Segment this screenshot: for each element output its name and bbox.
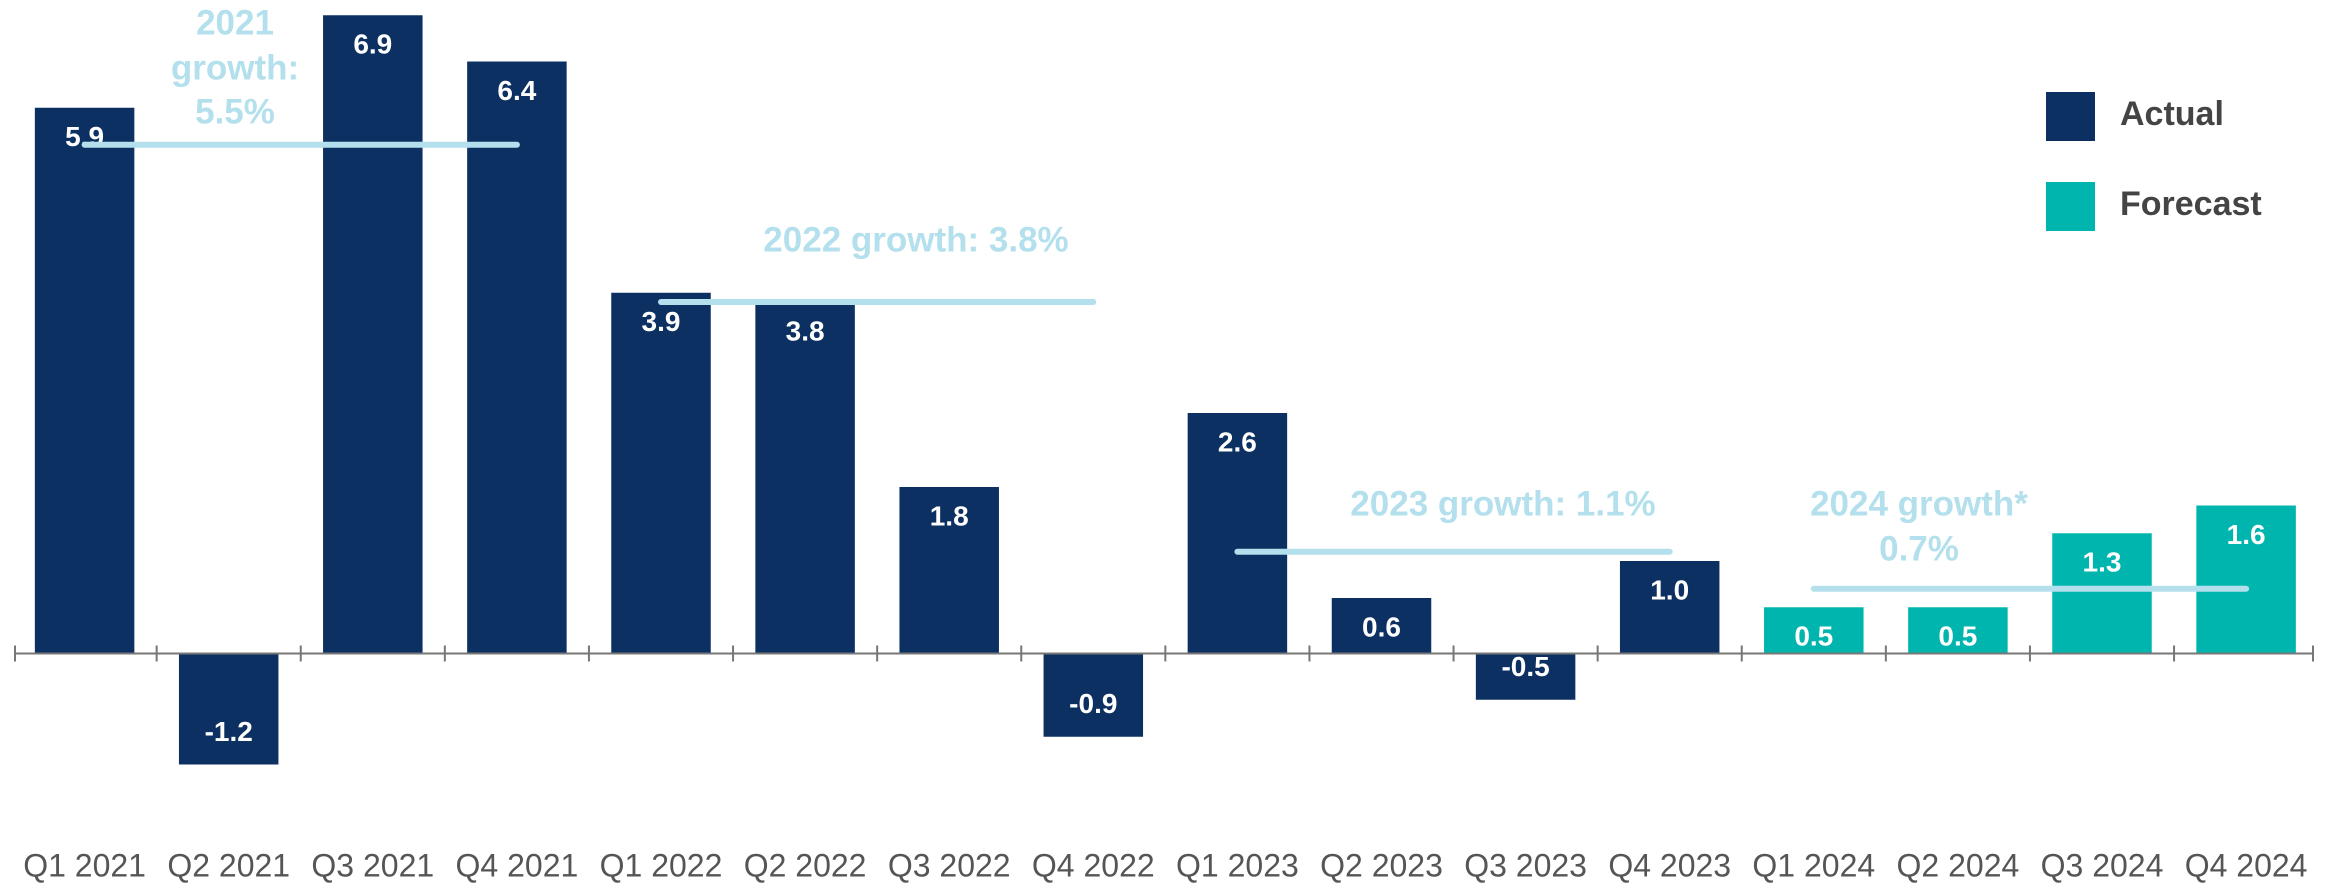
- x-tick-label: Q3 2022: [888, 847, 1011, 883]
- legend-swatch: [2046, 182, 2095, 231]
- x-tick-label: Q1 2021: [23, 847, 146, 883]
- bar: [178, 653, 279, 765]
- bar: [611, 292, 711, 654]
- legend-swatch: [2046, 92, 2095, 141]
- bar: [1043, 653, 1144, 737]
- bar: [1187, 413, 1288, 654]
- bar: [899, 487, 999, 654]
- data-label: 1.0: [1650, 574, 1689, 605]
- data-label: 0.5: [1938, 621, 1977, 652]
- x-tick-label: Q4 2021: [456, 847, 579, 883]
- growth-annotation: growth:: [171, 48, 299, 87]
- bar: [1475, 653, 1576, 700]
- bar: [1331, 598, 1432, 654]
- bar: [34, 107, 135, 654]
- legend-label: Forecast: [2120, 185, 2262, 223]
- bar: [2052, 533, 2152, 654]
- x-tick-label: Q2 2022: [744, 847, 867, 883]
- x-tick-label: Q4 2022: [1032, 847, 1155, 883]
- x-tick-label: Q3 2021: [311, 847, 434, 883]
- x-tick-label: Q4 2024: [2185, 847, 2308, 883]
- bar: [1764, 607, 1864, 654]
- data-label: 6.9: [353, 29, 392, 60]
- data-label: 1.8: [930, 500, 969, 531]
- bar: [323, 15, 423, 654]
- data-label: 1.3: [2083, 547, 2122, 578]
- data-label: 6.4: [497, 75, 536, 106]
- data-label: 2.6: [1218, 426, 1257, 457]
- x-tick-label: Q1 2024: [1752, 847, 1875, 883]
- growth-annotation: 5.5%: [195, 92, 275, 131]
- data-label: 0.5: [1794, 621, 1833, 652]
- bar: [2196, 505, 2296, 654]
- data-label: 0.6: [1362, 611, 1401, 642]
- legend-label: Actual: [2120, 95, 2224, 133]
- growth-annotation: 2024 growth*: [1810, 484, 2028, 523]
- growth-annotation: 0.7%: [1879, 529, 1959, 568]
- data-label: -1.2: [205, 716, 253, 747]
- data-label: 3.9: [642, 306, 681, 337]
- x-tick-label: Q3 2024: [2041, 847, 2164, 883]
- x-tick-label: Q4 2023: [1608, 847, 1731, 883]
- bar: [1908, 607, 2008, 654]
- x-tick-label: Q2 2024: [1897, 847, 2020, 883]
- bar: [1619, 561, 1720, 654]
- x-tick-label: Q3 2023: [1464, 847, 1587, 883]
- bar: [755, 302, 855, 654]
- data-label: 3.8: [786, 315, 825, 346]
- growth-annotation: 2023 growth: 1.1%: [1350, 484, 1655, 523]
- x-tick-label: Q2 2021: [167, 847, 290, 883]
- data-label: -0.9: [1069, 688, 1117, 719]
- bar: [467, 61, 567, 654]
- x-tick-label: Q1 2023: [1176, 847, 1299, 883]
- x-tick-label: Q1 2022: [600, 847, 723, 883]
- data-label: 1.6: [2227, 519, 2266, 550]
- x-tick-label: Q2 2023: [1320, 847, 1443, 883]
- growth-annotation: 2022 growth: 3.8%: [763, 220, 1068, 259]
- growth-annotation: 2021: [196, 3, 274, 42]
- data-label: -0.5: [1501, 651, 1549, 682]
